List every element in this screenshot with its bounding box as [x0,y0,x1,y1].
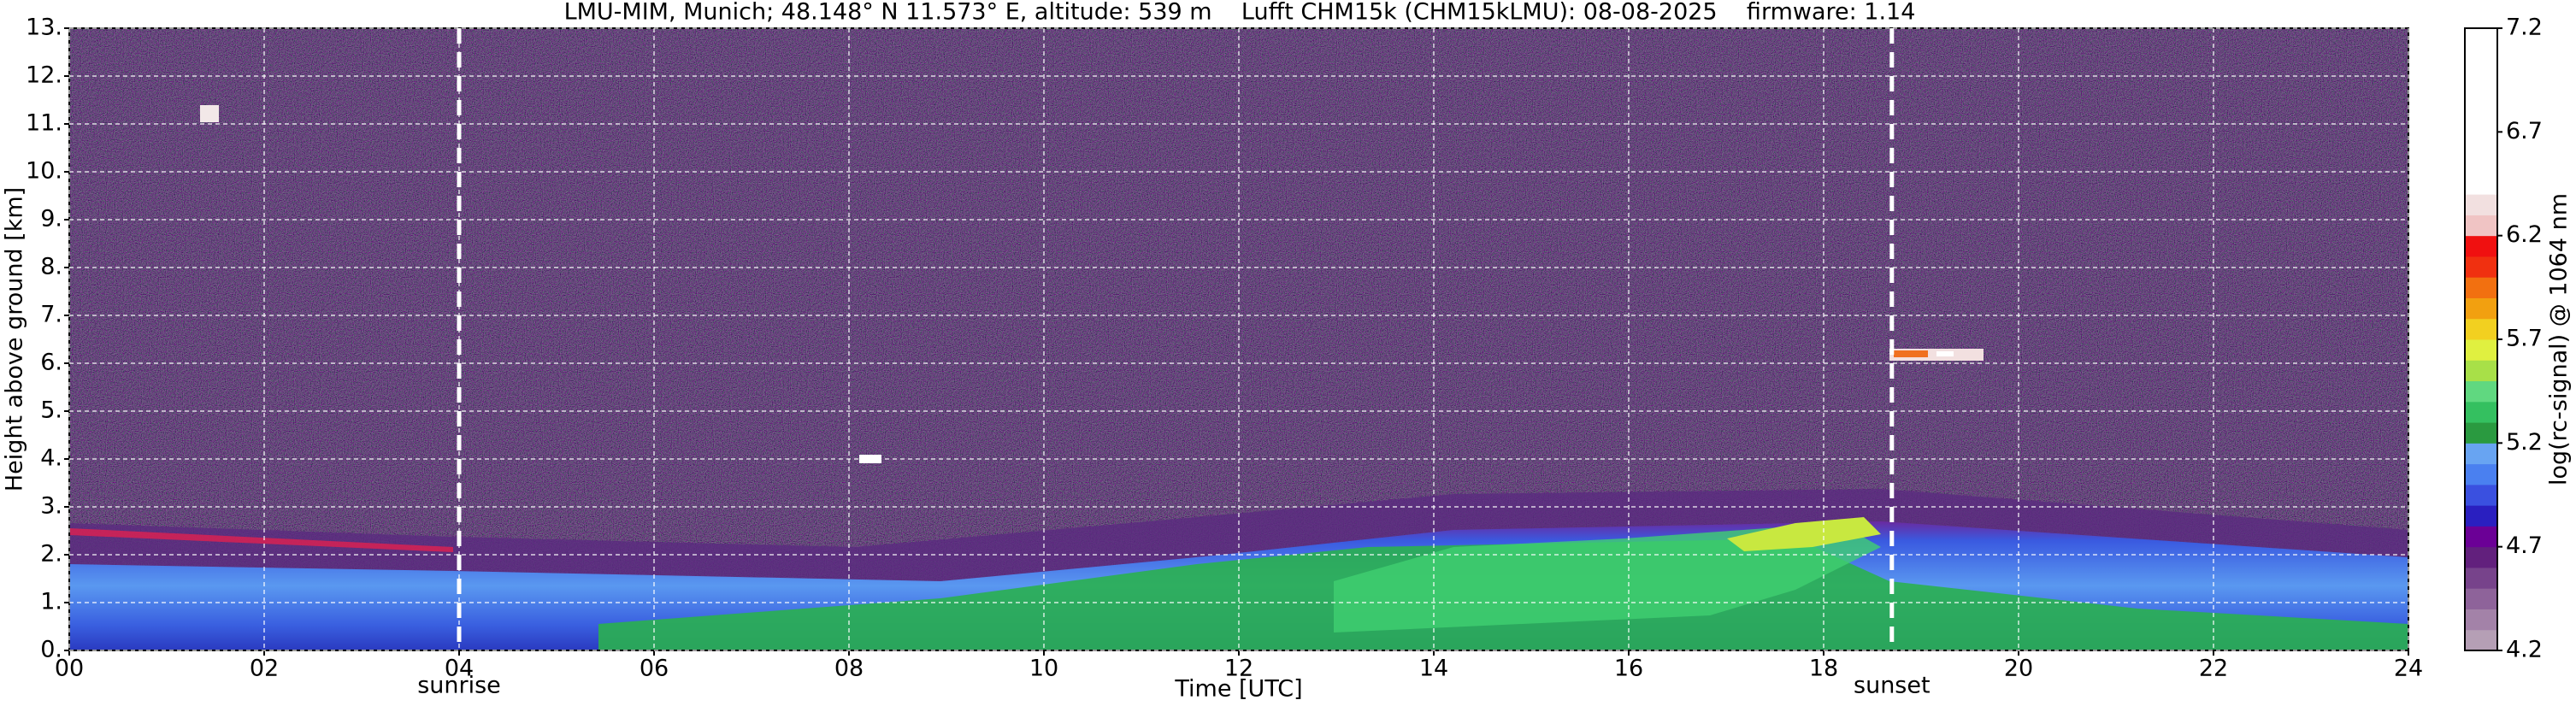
colorbar-segment [2465,484,2497,506]
colorbar-segment [2465,629,2497,651]
y-tick-label: 6. [40,350,62,376]
event-label: sunrise [417,673,501,699]
y-axis-label: Height above ground [km] [2,187,28,491]
colorbar-segment [2465,401,2497,423]
colorbar-segment [2465,546,2497,568]
colorbar-segment [2465,28,2497,50]
colorbar-tick-label: 6.7 [2506,118,2543,144]
colorbar-segment [2465,69,2497,91]
colorbar-segment [2465,194,2497,215]
x-tick-label: 06 [640,656,669,682]
colorbar-label: log(rc-signal) @ 1064 nm [2546,193,2573,485]
x-tick-label: 04 [445,656,474,682]
x-tick-label: 10 [1029,656,1058,682]
colorbar-segment [2465,132,2497,154]
colorbar-tick-label: 6.2 [2506,221,2543,248]
y-tick-label: 3. [40,493,62,520]
y-tick-label: 8. [40,254,62,280]
y-tick-label: 1. [40,589,62,615]
colorbar-segment [2465,526,2497,548]
x-tick-label: 24 [2394,656,2423,682]
colorbar-segment [2465,215,2497,237]
event-label: sunset [1854,673,1931,699]
y-tick-label: 11. [26,110,62,137]
colorbar-segment [2465,297,2497,320]
x-tick-label: 02 [250,656,279,682]
colorbar-segment [2465,567,2497,589]
colorbar-segment [2465,111,2497,132]
x-tick-label: 08 [834,656,864,682]
colorbar-segment [2465,609,2497,631]
colorbar-segment [2465,463,2497,485]
y-tick-label: 2. [40,541,62,568]
y-tick-label: 5. [40,397,62,424]
y-tick-label: 12. [26,62,62,89]
x-tick-label: 14 [1419,656,1448,682]
colorbar-segment [2465,339,2497,361]
colorbar-tick-label: 5.2 [2506,429,2543,456]
colorbar-tick-label: 4.2 [2506,637,2543,663]
colorbar-segment [2465,49,2497,71]
colorbar-segment [2465,152,2497,174]
colorbar-segment [2465,380,2497,403]
colorbar-tick-label: 7.2 [2506,15,2543,41]
y-tick-label: 10. [26,158,62,185]
x-axis-label: Time [UTC] [1174,676,1302,703]
y-tick-label: 4. [40,445,62,472]
x-tick-label: 16 [1614,656,1643,682]
chart-title: LMU-MIM, Munich; 48.148° N 11.573° E, al… [564,0,1916,26]
y-tick-label: 13. [26,15,62,41]
colorbar-segment [2465,277,2497,298]
x-tick-label: 00 [55,656,84,682]
colorbar-segment [2465,235,2497,257]
colorbar-segment [2465,360,2497,382]
colorbar-segment [2465,318,2497,340]
y-tick-label: 7. [40,302,62,328]
colorbar-segment [2465,422,2497,444]
colorbar-segment [2465,90,2497,112]
x-tick-label: 20 [2004,656,2033,682]
y-tick-label: 0. [40,637,62,663]
colorbar-segment [2465,256,2497,278]
colorbar-segment [2465,588,2497,609]
x-tick-label: 18 [1809,656,1838,682]
colorbar-segment [2465,505,2497,527]
colorbar-tick-label: 5.7 [2506,326,2543,352]
x-tick-label: 22 [2199,656,2228,682]
colorbar-segment [2465,173,2497,195]
y-tick-label: 9. [40,206,62,232]
colorbar-tick-label: 4.7 [2506,532,2543,559]
x-tick-label: 12 [1224,656,1253,682]
colorbar-segment [2465,443,2497,465]
